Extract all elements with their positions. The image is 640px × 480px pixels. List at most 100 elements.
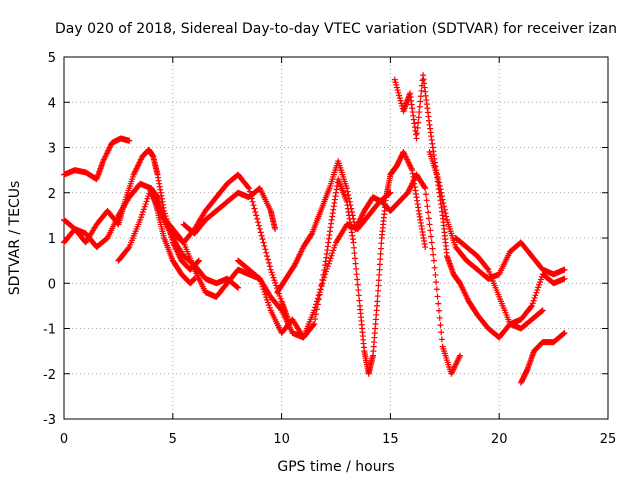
x-tick-label: 15 <box>382 432 399 447</box>
data-point-marker <box>234 284 241 291</box>
data-point-marker <box>435 300 442 307</box>
data-point-marker <box>425 209 432 216</box>
y-tick-label: 1 <box>48 232 56 247</box>
data-point-marker <box>253 212 260 219</box>
data-point-marker <box>138 214 145 221</box>
data-point-marker <box>260 286 267 293</box>
data-point-marker <box>424 203 431 210</box>
data-point-marker <box>422 244 429 251</box>
data-point-marker <box>352 255 359 262</box>
series-arc-10 <box>391 72 568 341</box>
data-point-marker <box>353 265 360 272</box>
data-point-marker <box>332 242 339 249</box>
data-point-marker <box>277 295 284 302</box>
data-point-marker <box>250 202 257 209</box>
data-point-marker <box>414 124 421 131</box>
data-point-marker <box>256 225 263 232</box>
data-point-marker <box>249 198 256 205</box>
data-point-marker <box>374 293 381 300</box>
data-point-marker <box>261 242 268 249</box>
data-point-marker <box>252 208 259 215</box>
data-point-marker <box>258 232 265 239</box>
data-point-marker <box>255 274 262 281</box>
data-point-marker <box>376 266 383 273</box>
x-tick-label: 5 <box>169 432 177 447</box>
data-point-marker <box>437 186 444 193</box>
data-point-marker <box>457 352 464 359</box>
data-point-marker <box>312 316 319 323</box>
data-point-marker <box>432 271 439 278</box>
data-point-marker <box>397 97 404 104</box>
axis-ticks: 0 5 10 15 20 25 -3 -2 -1 0 1 2 3 4 5 <box>43 51 616 447</box>
data-point-marker <box>317 286 324 293</box>
data-point-marker <box>255 219 262 226</box>
data-point-marker <box>140 206 147 213</box>
data-series <box>61 72 568 386</box>
data-point-marker <box>529 300 536 307</box>
data-point-marker <box>355 287 362 294</box>
data-point-marker <box>350 244 357 251</box>
data-point-marker <box>393 84 400 91</box>
data-point-marker <box>245 184 252 191</box>
data-point-marker <box>484 265 491 272</box>
data-point-marker <box>374 298 381 305</box>
data-point-marker <box>313 311 320 318</box>
data-point-marker <box>251 205 258 212</box>
data-point-marker <box>272 225 279 232</box>
data-point-marker <box>537 279 543 286</box>
data-point-marker <box>138 211 145 218</box>
y-tick-label: 4 <box>48 96 56 111</box>
data-point-marker <box>355 292 362 299</box>
data-point-marker <box>271 277 278 284</box>
data-point-marker <box>310 322 317 329</box>
data-point-marker <box>141 203 148 210</box>
data-point-marker <box>319 276 326 283</box>
data-point-marker <box>393 81 400 88</box>
data-point-marker <box>321 267 328 274</box>
data-point-marker <box>427 227 434 234</box>
series-arc-13 <box>517 330 568 386</box>
data-point-marker <box>441 206 448 213</box>
data-point-marker <box>270 274 277 281</box>
data-point-marker <box>438 336 445 343</box>
data-point-marker <box>391 76 398 83</box>
data-point-marker <box>350 239 357 246</box>
data-point-marker <box>435 176 442 183</box>
data-point-marker <box>433 279 440 286</box>
data-point-marker <box>344 188 351 195</box>
data-point-marker <box>329 250 336 257</box>
data-point-marker <box>429 245 436 252</box>
data-point-marker <box>144 195 151 202</box>
data-point-marker <box>311 320 318 327</box>
data-point-marker <box>350 215 357 222</box>
data-point-marker <box>356 297 363 304</box>
data-point-marker <box>346 198 353 205</box>
data-point-marker <box>143 198 150 205</box>
data-point-marker <box>536 281 543 288</box>
y-tick-label: -2 <box>43 368 56 383</box>
data-point-marker <box>434 293 441 300</box>
data-point-marker <box>435 307 442 314</box>
data-point-marker <box>377 256 384 263</box>
y-tick-label: 0 <box>48 277 56 292</box>
data-point-marker <box>325 260 332 267</box>
data-point-marker <box>257 229 264 236</box>
data-point-marker <box>318 281 325 288</box>
data-point-marker <box>262 246 269 253</box>
data-point-marker <box>438 329 445 336</box>
data-point-marker <box>417 98 424 105</box>
data-point-marker <box>441 203 448 210</box>
data-point-marker <box>276 293 283 300</box>
data-point-marker <box>535 284 542 291</box>
data-point-marker <box>351 250 358 257</box>
data-point-marker <box>316 291 323 298</box>
data-point-marker <box>266 304 273 311</box>
data-point-marker <box>437 322 444 329</box>
data-point-marker <box>396 92 403 99</box>
data-point-marker <box>433 286 440 293</box>
data-point-marker <box>431 264 438 271</box>
data-point-marker <box>264 253 271 260</box>
data-point-marker <box>345 192 352 199</box>
data-point-marker <box>262 291 269 298</box>
